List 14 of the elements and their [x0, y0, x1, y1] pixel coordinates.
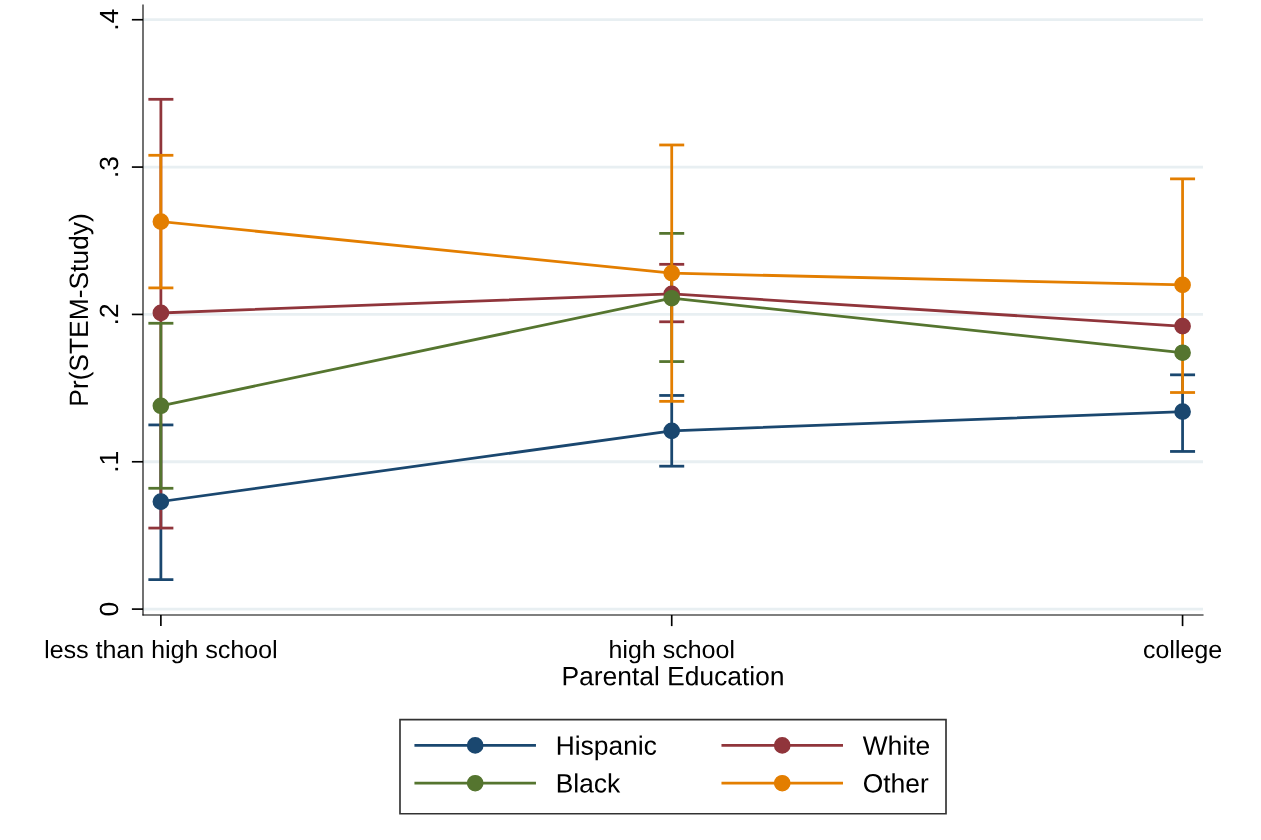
legend-label: White	[862, 735, 929, 755]
x-axis-title: Parental Education	[563, 666, 783, 686]
x-tick-label: college	[1144, 640, 1222, 664]
y-tick-label: .4	[99, 9, 119, 29]
x-tick-label: less than high school	[45, 640, 276, 664]
legend-label: Black	[557, 773, 621, 793]
y-axis-title: Pr(STEM-Study)	[68, 214, 94, 405]
y-tick-label: 0	[99, 602, 119, 616]
y-tick-label: .2	[99, 304, 119, 324]
legend-label: Other	[863, 773, 929, 793]
x-tick-label: high school	[610, 640, 734, 664]
y-tick-label: .1	[99, 452, 119, 471]
legend-label: Hispanic	[557, 735, 657, 761]
y-tick-label: .3	[99, 157, 119, 176]
